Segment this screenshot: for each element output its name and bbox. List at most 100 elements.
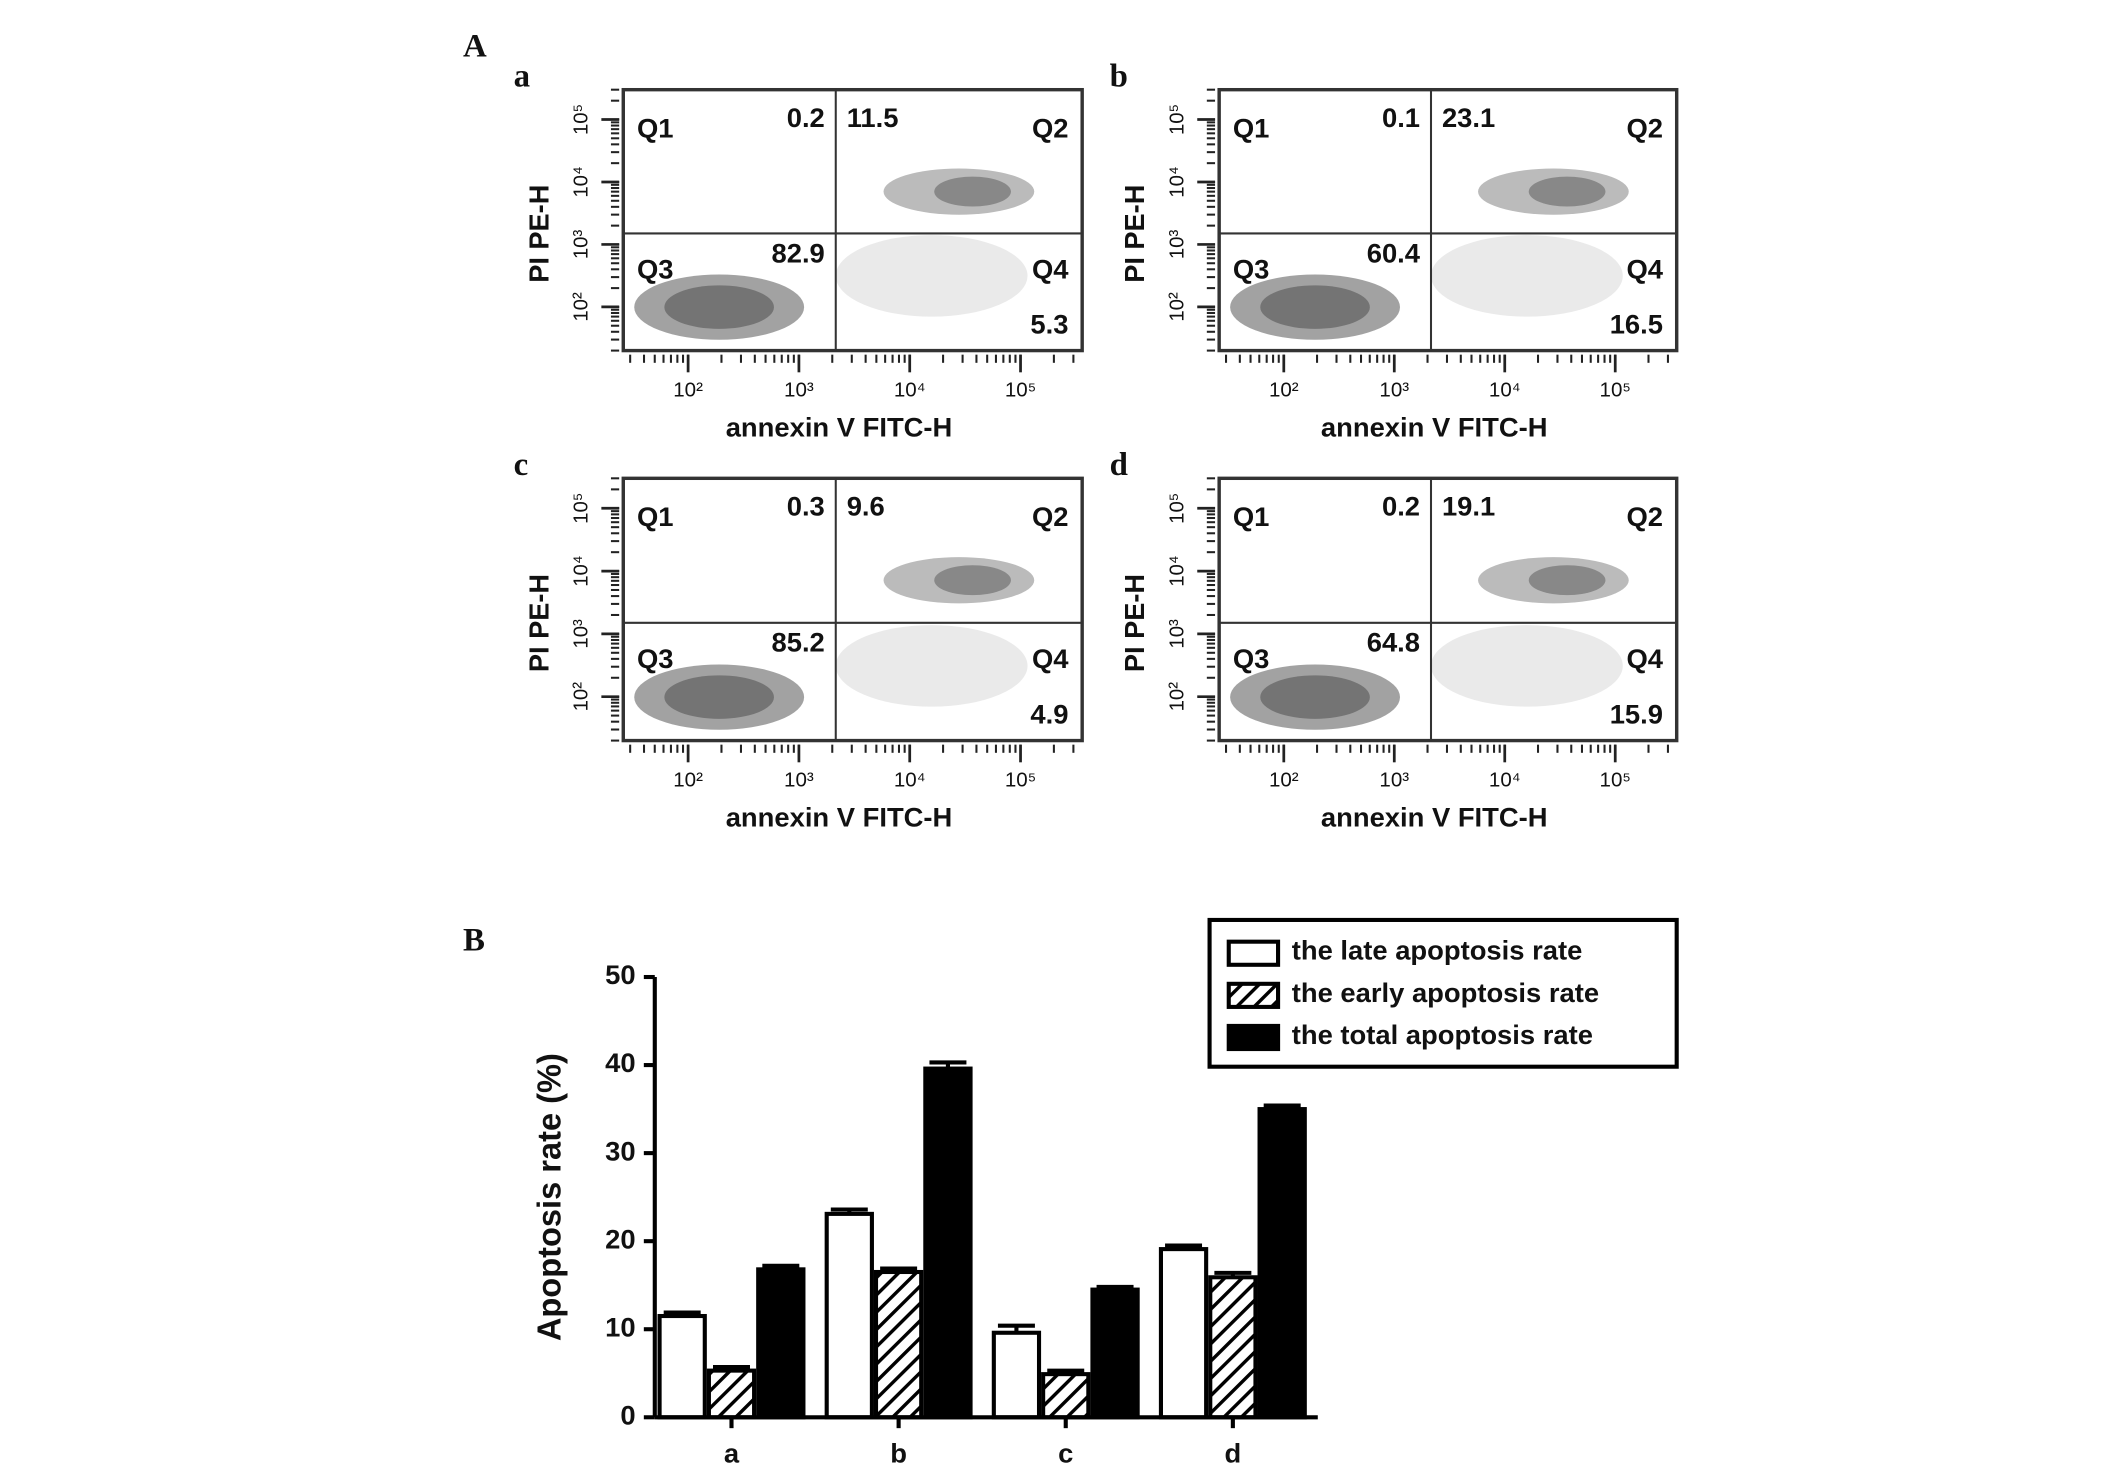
y-axis-label: PI PE-H: [1119, 185, 1150, 283]
bar: [657, 1313, 707, 1420]
panel-letter: d: [1110, 447, 1128, 483]
plot-frame: [621, 87, 1084, 353]
x-axis-label: annexin V FITC-H: [1321, 412, 1548, 443]
quadrant-value: 0.3: [787, 490, 825, 521]
y-tick-label: 10²: [1165, 682, 1188, 712]
legend-swatch: [1226, 1023, 1281, 1052]
x-tick-label: 10⁵: [1600, 379, 1631, 402]
bar: [824, 1211, 874, 1420]
x-tick-label: 10³: [784, 769, 814, 792]
legend-label: the total apoptosis rate: [1292, 1019, 1593, 1050]
y-tick-label: 30: [605, 1135, 635, 1166]
quadrant-name: Q1: [1233, 501, 1270, 532]
quadrant-value: 85.2: [772, 627, 825, 658]
y-tick-label: 10³: [570, 619, 593, 649]
y-tick-label: 10³: [570, 230, 593, 260]
x-tick-label: 10⁴: [894, 769, 926, 792]
x-tick-label: 10⁵: [1600, 769, 1631, 792]
legend-swatch: [1226, 981, 1281, 1009]
quadrant-name: Q2: [1626, 501, 1663, 532]
bar: [1208, 1275, 1258, 1420]
y-tick-label: 10: [605, 1312, 635, 1343]
cell-cloud: [934, 176, 1011, 207]
y-tick-label: 10³: [1165, 619, 1188, 649]
x-tick-label: 10²: [1269, 379, 1299, 402]
x-tick-label: 10³: [784, 379, 814, 402]
cell-cloud: [1528, 565, 1606, 596]
x-tick-label: 10²: [1269, 769, 1299, 792]
bar: [1257, 1107, 1307, 1420]
quadrant-name: Q1: [637, 113, 674, 144]
plot-frame: [1217, 87, 1679, 353]
quadrant-name: Q4: [1626, 254, 1663, 285]
quadrant-name: Q1: [637, 501, 674, 532]
y-tick-label: 10²: [1165, 292, 1188, 322]
quadrant-name: Q3: [637, 254, 674, 285]
quadrant-name: Q4: [1032, 643, 1069, 674]
y-tick-label: 10³: [1165, 230, 1188, 260]
panel-label: B: [463, 923, 485, 959]
x-tick-label: 10²: [673, 769, 703, 792]
quadrant-name: Q4: [1626, 643, 1663, 674]
quadrant-value: 9.6: [847, 490, 885, 521]
legend-swatch: [1226, 939, 1281, 967]
y-tick-label: 50: [605, 959, 635, 990]
y-tick-label: 20: [605, 1223, 635, 1254]
quadrant-value: 0.1: [1382, 102, 1420, 133]
cell-cloud: [1431, 625, 1623, 707]
x-tick-label: 10²: [673, 379, 703, 402]
bar: [923, 1066, 973, 1420]
x-tick-label: c: [1058, 1438, 1073, 1469]
x-tick-label: 10⁴: [894, 379, 926, 402]
quadrant-name: Q3: [1233, 643, 1270, 674]
quadrant-value: 64.8: [1367, 627, 1420, 658]
y-tick-label: 10⁵: [1165, 493, 1188, 524]
bar: [756, 1267, 806, 1420]
bar: [1090, 1287, 1140, 1420]
x-tick-label: 10⁵: [1005, 769, 1036, 792]
quadrant-value: 16.5: [1610, 308, 1663, 339]
quadrant-name: Q2: [1626, 113, 1663, 144]
cell-cloud: [835, 625, 1028, 707]
y-tick-label: 10⁴: [570, 555, 593, 586]
y-tick-label: 10²: [570, 682, 593, 712]
cell-cloud: [664, 285, 774, 329]
panel-letter: a: [514, 58, 530, 94]
x-tick-label: a: [724, 1438, 740, 1469]
y-axis-label: Apoptosis rate (%): [531, 1053, 568, 1341]
quadrant-value: 11.5: [847, 102, 899, 133]
x-axis-label: annexin V FITC-H: [1321, 802, 1548, 833]
y-tick-label: 10⁴: [1165, 166, 1188, 197]
cell-cloud: [1431, 235, 1623, 317]
y-axis-label: PI PE-H: [1119, 574, 1150, 672]
y-tick-label: 0: [620, 1400, 635, 1431]
x-tick-label: 10³: [1379, 379, 1409, 402]
panel-letter: c: [514, 447, 529, 483]
cell-cloud: [1260, 285, 1370, 329]
plot-frame: [1217, 476, 1679, 743]
cell-cloud: [934, 565, 1011, 596]
y-tick-label: 10⁴: [570, 166, 593, 197]
bar: [873, 1269, 924, 1420]
quadrant-name: Q3: [637, 643, 674, 674]
y-tick-label: 10²: [570, 292, 593, 322]
cell-cloud: [1260, 675, 1370, 719]
bar: [706, 1368, 757, 1420]
quadrant-value: 15.9: [1610, 698, 1663, 729]
quadrant-name: Q2: [1032, 501, 1069, 532]
quadrant-name: Q2: [1032, 113, 1069, 144]
quadrant-value: 4.9: [1030, 698, 1068, 729]
x-tick-label: 10⁴: [1489, 379, 1521, 402]
bar: [1158, 1247, 1209, 1420]
x-tick-label: d: [1224, 1438, 1241, 1469]
y-axis-label: PI PE-H: [523, 185, 554, 283]
quadrant-value: 19.1: [1442, 490, 1495, 521]
legend-label: the early apoptosis rate: [1292, 977, 1599, 1008]
y-axis-label: PI PE-H: [523, 574, 554, 672]
quadrant-value: 82.9: [772, 237, 825, 268]
panel-letter: b: [1110, 58, 1128, 94]
cell-cloud: [835, 235, 1028, 317]
quadrant-name: Q3: [1233, 254, 1270, 285]
cell-cloud: [664, 675, 774, 719]
plot-frame: [621, 476, 1084, 743]
